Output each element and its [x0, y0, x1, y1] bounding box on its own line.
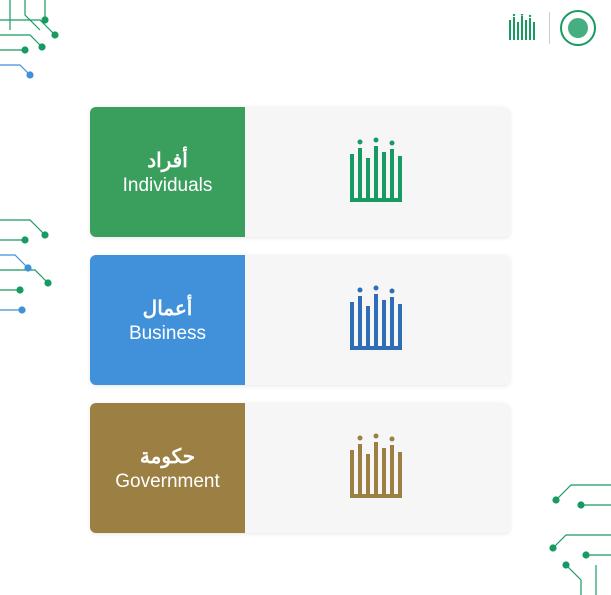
absher-logo-icon [338, 280, 418, 360]
government-card-icon-area [245, 403, 510, 533]
circuit-decoration-top-left [0, 0, 120, 120]
circuit-decoration-bottom-right [511, 455, 611, 595]
business-card[interactable]: أعمال Business [90, 255, 510, 385]
individuals-card-label: أفراد Individuals [90, 107, 245, 237]
header-divider [549, 12, 550, 44]
circuit-decoration-mid-left [0, 200, 90, 340]
individuals-card-icon-area [245, 107, 510, 237]
individuals-label-en: Individuals [123, 175, 213, 197]
business-card-icon-area [245, 255, 510, 385]
business-label-en: Business [129, 323, 206, 345]
service-cards-container: أفراد Individuals [90, 107, 510, 533]
absher-logo-icon [338, 428, 418, 508]
government-label-en: Government [115, 471, 220, 493]
absher-logo-icon [338, 132, 418, 212]
individuals-label-ar: أفراد [147, 148, 188, 173]
government-label-ar: حكومة [140, 444, 195, 469]
government-card-label: حكومة Government [90, 403, 245, 533]
saudi-emblem-icon [560, 10, 596, 46]
business-card-label: أعمال Business [90, 255, 245, 385]
absher-logo-small [507, 14, 539, 42]
individuals-card[interactable]: أفراد Individuals [90, 107, 510, 237]
business-label-ar: أعمال [143, 296, 193, 321]
header-logos [507, 10, 596, 46]
government-card[interactable]: حكومة Government [90, 403, 510, 533]
